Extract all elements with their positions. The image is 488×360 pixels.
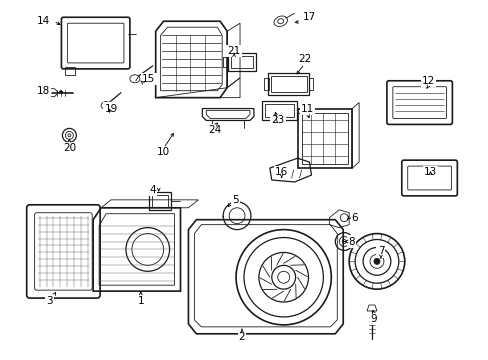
Bar [270,76,306,92]
Polygon shape [44,89,59,96]
Text: 21: 21 [227,46,240,56]
Text: 1: 1 [137,296,144,306]
Bar [231,56,252,68]
Text: 18: 18 [37,86,50,96]
Text: 3: 3 [46,296,53,306]
Text: 7: 7 [377,247,384,256]
Polygon shape [366,305,376,311]
Text: 22: 22 [297,54,310,64]
Bar [267,73,309,95]
Text: 5: 5 [231,195,238,205]
Text: 8: 8 [347,237,354,247]
Bar [309,78,313,90]
Ellipse shape [373,258,379,264]
Text: 10: 10 [157,147,170,157]
Text: 23: 23 [270,116,284,126]
Text: 12: 12 [421,76,434,86]
Text: 9: 9 [370,314,377,324]
Bar [264,78,268,90]
Text: 24: 24 [208,125,222,135]
Text: 11: 11 [300,104,313,113]
Text: 2: 2 [238,332,245,342]
Text: 14: 14 [37,16,50,26]
Bar [228,53,255,71]
Bar [264,104,293,117]
Bar [262,100,296,121]
Text: 13: 13 [423,167,436,177]
Text: 15: 15 [142,74,155,84]
Text: 17: 17 [302,12,315,22]
Bar [151,195,167,207]
Text: 16: 16 [275,167,288,177]
Bar [148,192,170,210]
Text: 4: 4 [149,185,156,195]
Text: 6: 6 [350,213,357,223]
Text: 20: 20 [62,143,76,153]
Text: 19: 19 [104,104,118,113]
